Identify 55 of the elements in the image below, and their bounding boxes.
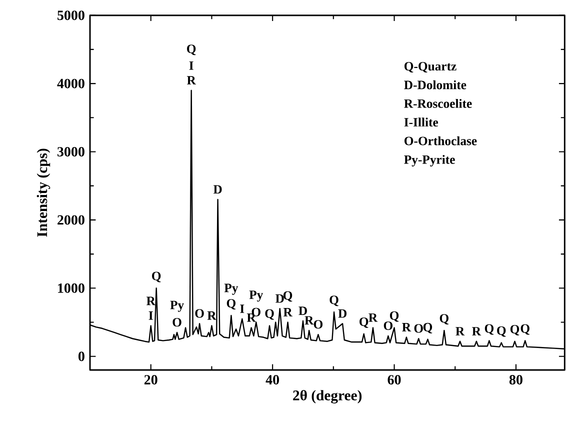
annotation: R: [283, 308, 292, 316]
annotation: R: [456, 327, 465, 336]
annotation: O: [384, 321, 393, 330]
annotation: R: [304, 316, 314, 325]
annotation: Q: [187, 44, 196, 56]
annotation: R: [146, 296, 156, 306]
x-tick-label: 40: [266, 375, 280, 384]
annotation: Q: [265, 309, 274, 320]
annotation: D: [298, 306, 307, 315]
y-axis-title: Intensity (cps): [36, 148, 50, 237]
annotation: I-Illite: [404, 118, 438, 127]
y-tick-label: 1000: [58, 283, 84, 293]
annotation: R-Roscoelite: [404, 98, 472, 108]
y-tick-label: 5000: [58, 10, 84, 20]
y-tick-label: 0: [78, 352, 84, 362]
x-axis-title: 2θ (degree): [293, 390, 362, 404]
annotation: R: [368, 313, 378, 322]
annotation: Q: [440, 314, 449, 325]
annotation: D: [338, 309, 347, 318]
annotation: Q: [510, 324, 520, 336]
annotation: Py: [249, 290, 264, 302]
annotation: Q: [283, 291, 292, 302]
annotation: O: [172, 318, 182, 327]
annotation: O: [195, 309, 204, 318]
annotation: Q: [484, 324, 494, 335]
y-tick-label: 3000: [57, 147, 84, 156]
annotation: D: [213, 185, 222, 194]
annotation: I: [240, 304, 244, 313]
y-tick-label: 2000: [58, 215, 84, 225]
annotation: O-Orthoclase: [404, 136, 477, 146]
annotation: O: [414, 324, 423, 333]
annotation: I: [189, 61, 194, 70]
annotation: D: [276, 294, 284, 303]
annotation: Q-Quartz: [404, 62, 456, 72]
annotation: Q: [497, 326, 506, 337]
annotation: I: [148, 311, 153, 320]
annotation: Q: [520, 324, 530, 335]
annotation: Q: [152, 272, 161, 282]
annotation: R: [472, 327, 482, 336]
annotation: Py-Pyrite: [404, 154, 455, 166]
annotation: Q: [360, 317, 368, 328]
annotation: Q: [226, 299, 236, 310]
annotation: Py: [224, 284, 238, 295]
x-tick-label: 80: [509, 375, 522, 384]
annotation: D-Dolomite: [404, 80, 466, 90]
annotation: R: [402, 323, 412, 332]
x-tick-label: 60: [388, 375, 401, 384]
annotation: R: [186, 76, 196, 84]
annotation: Q: [390, 311, 399, 322]
y-tick-label: 4000: [57, 78, 84, 88]
annotation: Py: [170, 300, 184, 312]
annotation: Q: [423, 322, 432, 334]
x-tick-label: 20: [144, 375, 158, 384]
annotation: O: [314, 320, 323, 329]
annotation: Q: [330, 296, 338, 306]
